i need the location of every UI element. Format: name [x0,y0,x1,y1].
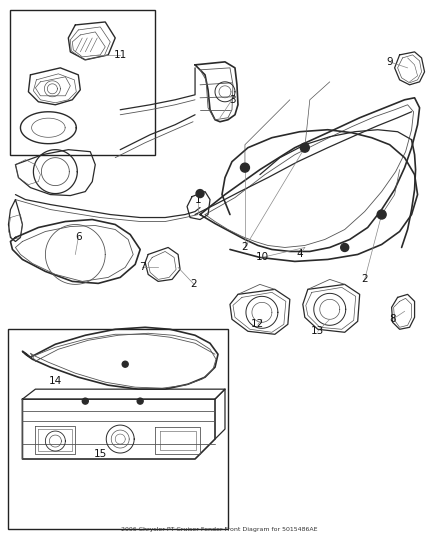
Circle shape [137,398,143,404]
Text: 4: 4 [297,249,303,260]
Circle shape [82,398,88,404]
Circle shape [341,244,349,252]
Text: 7: 7 [139,262,145,272]
Text: 13: 13 [311,326,325,336]
Bar [11,10,155,155]
Text: 2006 Chrysler PT Cruiser Fender-Front Diagram for 5015486AE: 2006 Chrysler PT Cruiser Fender-Front Di… [121,527,317,532]
Text: 11: 11 [113,50,127,60]
Text: 1: 1 [195,195,201,205]
Text: 15: 15 [94,449,107,459]
Circle shape [122,361,128,367]
Text: 14: 14 [49,376,62,386]
Text: 2: 2 [242,243,248,253]
Text: 3: 3 [229,95,235,105]
Circle shape [196,190,204,198]
Text: 6: 6 [75,232,81,243]
Text: 8: 8 [389,314,396,324]
Text: 9: 9 [386,57,393,67]
Text: 2: 2 [361,274,368,285]
Text: 12: 12 [251,319,265,329]
Text: 10: 10 [255,253,268,262]
Circle shape [300,143,309,152]
Bar [8,329,228,529]
Text: 2: 2 [191,279,198,289]
Circle shape [240,163,249,172]
Circle shape [377,210,386,219]
